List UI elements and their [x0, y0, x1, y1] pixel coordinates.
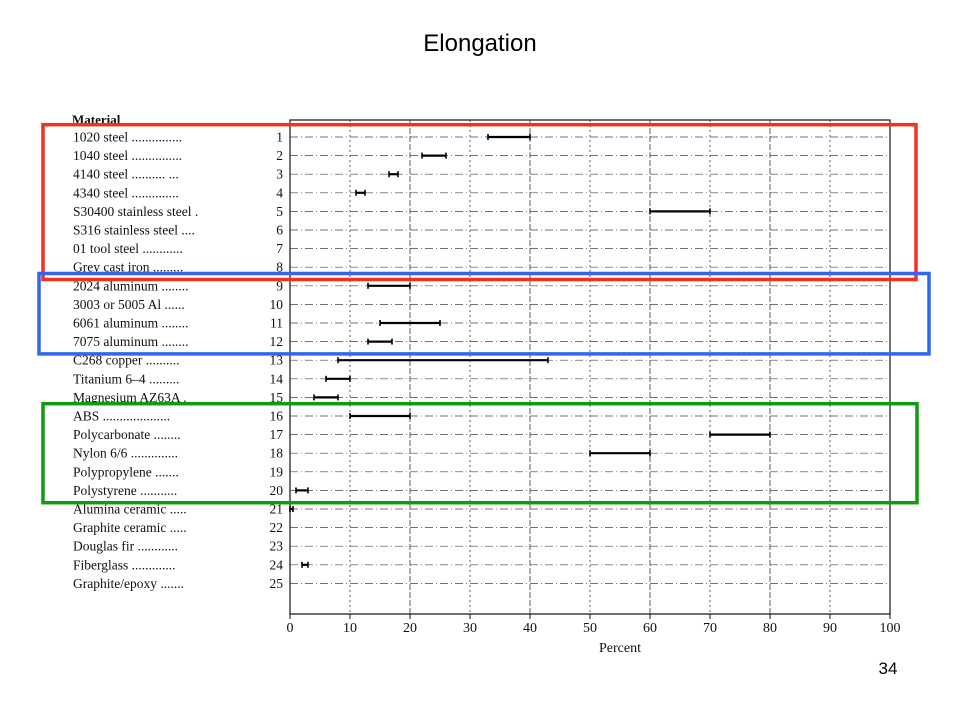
material-label: Magnesium AZ63A .	[73, 390, 187, 405]
material-number: 22	[270, 520, 284, 535]
material-label: 7075 aluminum ........	[73, 334, 189, 349]
material-label: Graphite ceramic .....	[73, 520, 187, 535]
material-label: Nylon 6/6 ..............	[73, 446, 178, 461]
x-tick-label: 30	[463, 621, 477, 636]
material-number: 5	[276, 204, 283, 219]
material-label: Douglas fir ............	[73, 539, 178, 554]
material-label: Fiberglass .............	[73, 557, 176, 572]
x-tick-label: 90	[823, 621, 837, 636]
material-label: 3003 or 5005 Al ......	[73, 297, 185, 312]
material-number: 2	[276, 148, 283, 163]
slide-title: Elongation	[423, 30, 537, 57]
page-number: 34	[878, 659, 898, 678]
x-tick-label: 100	[880, 621, 901, 636]
material-number: 4	[276, 185, 283, 200]
material-number: 3	[276, 167, 283, 182]
material-label: Polypropylene .......	[73, 464, 179, 479]
material-label: 4140 steel .......... ...	[73, 167, 179, 182]
x-tick-label: 20	[403, 621, 417, 636]
material-number: 20	[270, 483, 284, 498]
material-label: S30400 stainless steel .	[73, 204, 198, 219]
material-label: Titanium 6–4 .........	[73, 371, 179, 386]
material-number: 10	[270, 297, 284, 312]
material-label: Polystyrene ...........	[73, 483, 177, 498]
material-label: 1040 steel ...............	[73, 148, 182, 163]
material-label: Grey cast iron .........	[73, 260, 183, 275]
material-number: 24	[270, 557, 284, 572]
x-tick-label: 80	[763, 621, 777, 636]
x-tick-label: 70	[703, 621, 717, 636]
material-label: 6061 aluminum ........	[73, 316, 189, 331]
material-number: 12	[270, 334, 284, 349]
material-label: 4340 steel ..............	[73, 185, 179, 200]
material-number: 1	[276, 130, 283, 145]
material-number: 17	[270, 427, 284, 442]
material-number: 11	[270, 316, 283, 331]
material-number: 14	[270, 371, 284, 386]
material-label: 1020 steel ...............	[73, 130, 182, 145]
material-number: 16	[270, 409, 284, 424]
material-label: S316 stainless steel ....	[73, 223, 195, 238]
x-tick-label: 40	[523, 621, 537, 636]
material-label: Alumina ceramic .....	[73, 502, 187, 517]
highlight-box-metals	[41, 122, 918, 282]
material-label: C268 copper ..........	[73, 353, 179, 368]
x-tick-label: 50	[583, 621, 597, 636]
material-number: 25	[270, 576, 284, 591]
material-number: 18	[270, 446, 284, 461]
material-label: ABS ....................	[73, 409, 170, 424]
material-number: 23	[270, 539, 284, 554]
x-tick-label: 0	[287, 621, 294, 636]
material-number: 21	[270, 502, 284, 517]
x-axis-label: Percent	[599, 641, 641, 656]
material-number: 13	[270, 353, 284, 368]
material-number: 8	[276, 260, 283, 275]
material-number: 15	[270, 390, 284, 405]
highlight-box-polymers	[41, 401, 919, 505]
material-number: 19	[270, 464, 284, 479]
material-number: 9	[276, 278, 283, 293]
highlight-box-aluminum	[37, 271, 931, 356]
material-label: 2024 aluminum ........	[73, 278, 189, 293]
material-label: Polycarbonate ........	[73, 427, 181, 442]
material-label: Graphite/epoxy .......	[73, 576, 184, 591]
x-tick-label: 10	[343, 621, 357, 636]
material-number: 6	[276, 223, 283, 238]
material-number: 7	[276, 241, 283, 256]
x-tick-label: 60	[643, 621, 657, 636]
material-label: 01 tool steel ............	[73, 241, 183, 256]
